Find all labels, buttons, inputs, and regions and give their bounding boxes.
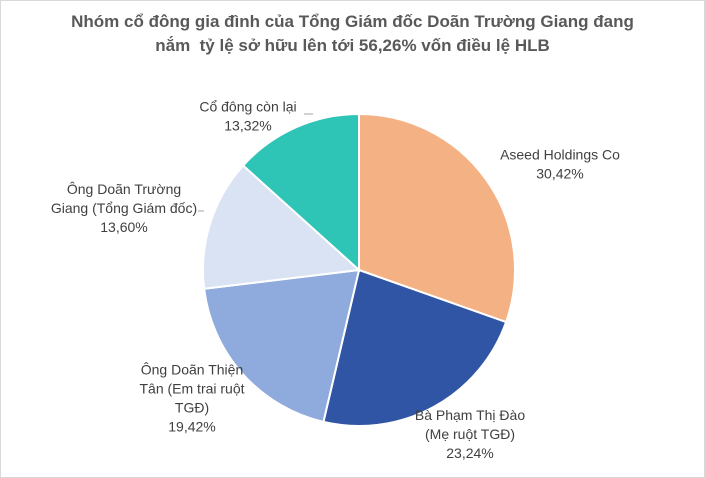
slice-name-label: TGĐ) [175,400,209,416]
pie-slice-4 [202,164,362,290]
slice-value-label: 13,60% [100,219,147,235]
slice-name-label: Bà Phạm Thị Đào [415,407,525,423]
chart-title-line-2: nắm tỷ lệ sở hữu lên tới 56,26% vốn điều… [155,36,550,55]
slice-label-4: Ông Doãn Trường Giang (Tổng Giám đốc) 13,6… [51,181,197,235]
slice-value-label: 23,24% [446,445,493,461]
slice-name-label: Ông Doãn Trường [67,181,181,197]
slice-label-2: Bà Phạm Thị Đào (Mẹ ruột TGĐ) 23,24% [415,407,525,461]
pie-slice-1 [358,112,516,324]
slice-value-label: 19,42% [168,419,215,435]
slice-label-5: Cổ đông còn lại 13,32% [199,99,296,134]
pie-slice-3 [203,268,361,424]
pie-slice-2 [322,268,508,427]
slice-name-label: Cổ đông còn lại [199,99,296,115]
slice-name-label: (Mẹ ruột TGĐ) [425,426,515,442]
slice-value-label: 30,42% [536,166,583,182]
slice-labels: Aseed Holdings Co 30,42% Bà Phạm Thị Đào (M… [51,99,620,462]
slice-label-1: Aseed Holdings Co 30,42% [500,147,620,182]
slice-name-label: Tân (Em trai ruột [139,381,244,397]
slice-name-label: Ông Doãn Thiện [141,362,243,378]
slice-name-label: Aseed Holdings Co [500,147,620,163]
slice-value-label: 13,32% [224,118,271,134]
pie-slices [202,112,516,427]
leader-lines [198,113,313,212]
slice-name-label: Giang (Tổng Giám đốc) [51,200,197,216]
chart-title: Nhóm cổ đông gia đình của Tổng Giám đốc … [0,10,705,58]
chart-title-line-1: Nhóm cổ đông gia đình của Tổng Giám đốc … [71,12,634,31]
pie-slice-5 [241,112,360,273]
slice-label-3: Ông Doãn Thiện Tân (Em trai ruột TGĐ) 19,42… [139,362,244,435]
